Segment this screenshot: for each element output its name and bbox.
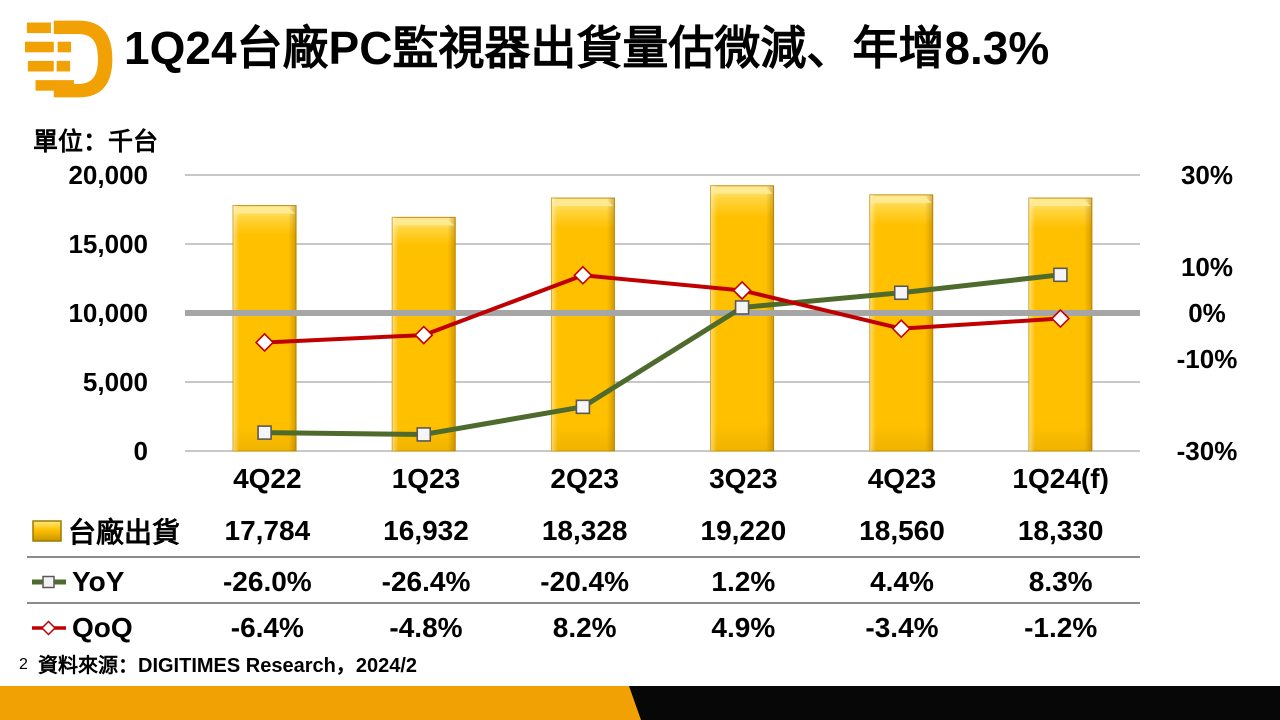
shipment-value: 16,932 [383,515,469,546]
bottom-bar: DIGITIMES [0,686,1280,720]
category-label: 1Q24(f) [1012,463,1109,494]
category-label: 1Q23 [391,463,461,494]
left-axis-tick: 5,000 [82,367,148,397]
left-axis-tick: 0 [133,436,148,466]
yoy-legend-icon [32,575,66,589]
yoy-legend: YoY [30,566,188,598]
category-label: 2Q23 [550,463,619,494]
digitimes-logo-icon [25,20,113,98]
qoq-value: -1.2% [1024,612,1098,643]
shipment-value: 18,330 [1017,515,1104,546]
yoy-marker [734,300,750,315]
qoq-legend: QoQ [30,612,188,644]
shipment-bar-bevel [234,207,296,214]
qoq-marker [254,332,275,353]
category-label: 3Q23 [709,463,778,494]
left-axis-tick: 10,000 [68,298,148,328]
right-axis-tick: -30% [1176,436,1238,466]
qoq-value: -4.8% [389,612,463,643]
shipments-legend-label: 台廠出貨 [68,517,181,548]
right-axis-tick: 30% [1180,160,1234,190]
qoq-line [264,273,1061,345]
shipment-bar-bevel [711,187,773,194]
qoq-marker [1050,308,1071,329]
shipment-bar-bevel [870,196,932,203]
yoy-row: YoY -26.0% -26.4% -20.4% 1.2% 4.4% 8.3% [30,560,1140,604]
shipment-bar-shade [233,205,297,451]
yoy-marker [893,285,909,301]
qoq-legend-icon [32,620,66,636]
table-separator [27,602,1140,604]
yoy-marker [1053,267,1068,283]
shipments-legend: 台廠出貨 [30,511,188,551]
yoy-legend-label: YoY [72,566,125,597]
left-axis-tick: 15,000 [68,229,148,259]
left-axis-tick: 20,000 [68,160,148,190]
right-axis-tick: -10% [1176,344,1238,374]
qoq-value: 8.2% [552,612,617,643]
source-note: 資料來源：DIGITIMES Research，2024/2 [38,655,418,677]
shipment-value: 17,784 [224,515,311,546]
qoq-marker [891,319,911,339]
qoq-value: 4.9% [711,612,776,643]
axis-unit-label: 單位：千台 [33,128,159,156]
qoq-value: -3.4% [865,612,939,643]
category-label: 4Q23 [867,463,937,494]
yoy-value: 8.3% [1028,566,1093,597]
qoq-marker [573,265,593,285]
qoq-legend-label: QoQ [72,612,133,643]
right-axis-tick: 10% [1180,252,1234,282]
yoy-value: -26.4% [381,566,471,597]
yoy-value: 1.2% [711,566,776,597]
bottom-bar-black [629,686,1280,720]
yoy-line [264,272,1061,437]
yoy-value: 4.4% [870,566,934,597]
yoy-value: -20.4% [540,566,630,597]
qoq-value: -6.4% [230,612,304,643]
bar-legend-icon [32,520,62,542]
shipment-bar-bevel [1029,200,1091,207]
shipment-bar-bevel [552,200,614,207]
category-label: 4Q22 [233,463,302,494]
shipment-value: 18,560 [859,515,945,546]
shipment-value: 19,220 [700,515,787,546]
yoy-value: -26.0% [222,566,312,597]
qoq-marker [732,280,752,301]
shipment-value: 18,328 [541,515,628,546]
shipments-row: 台廠出貨 17,784 16,932 18,328 19,220 18,560 18,33… [30,506,1140,556]
page-title: 1Q24台廠PC監視器出貨量估微減、年增8.3% [124,22,1050,74]
bottom-bar-orange [0,686,648,720]
yoy-marker [416,427,432,442]
yoy-marker [257,425,272,440]
right-axis-tick: 0% [1188,298,1226,328]
shipment-bar-bevel [393,219,455,226]
category-row: 4Q22 1Q23 2Q23 3Q23 4Q23 1Q24(f) [30,458,1140,500]
qoq-marker [414,325,434,345]
yoy-marker [575,399,591,415]
qoq-row: QoQ -6.4% -4.8% 8.2% 4.9% -3.4% -1.2% [30,605,1140,651]
table-separator [27,556,1140,558]
page-number: 2 [19,656,28,673]
